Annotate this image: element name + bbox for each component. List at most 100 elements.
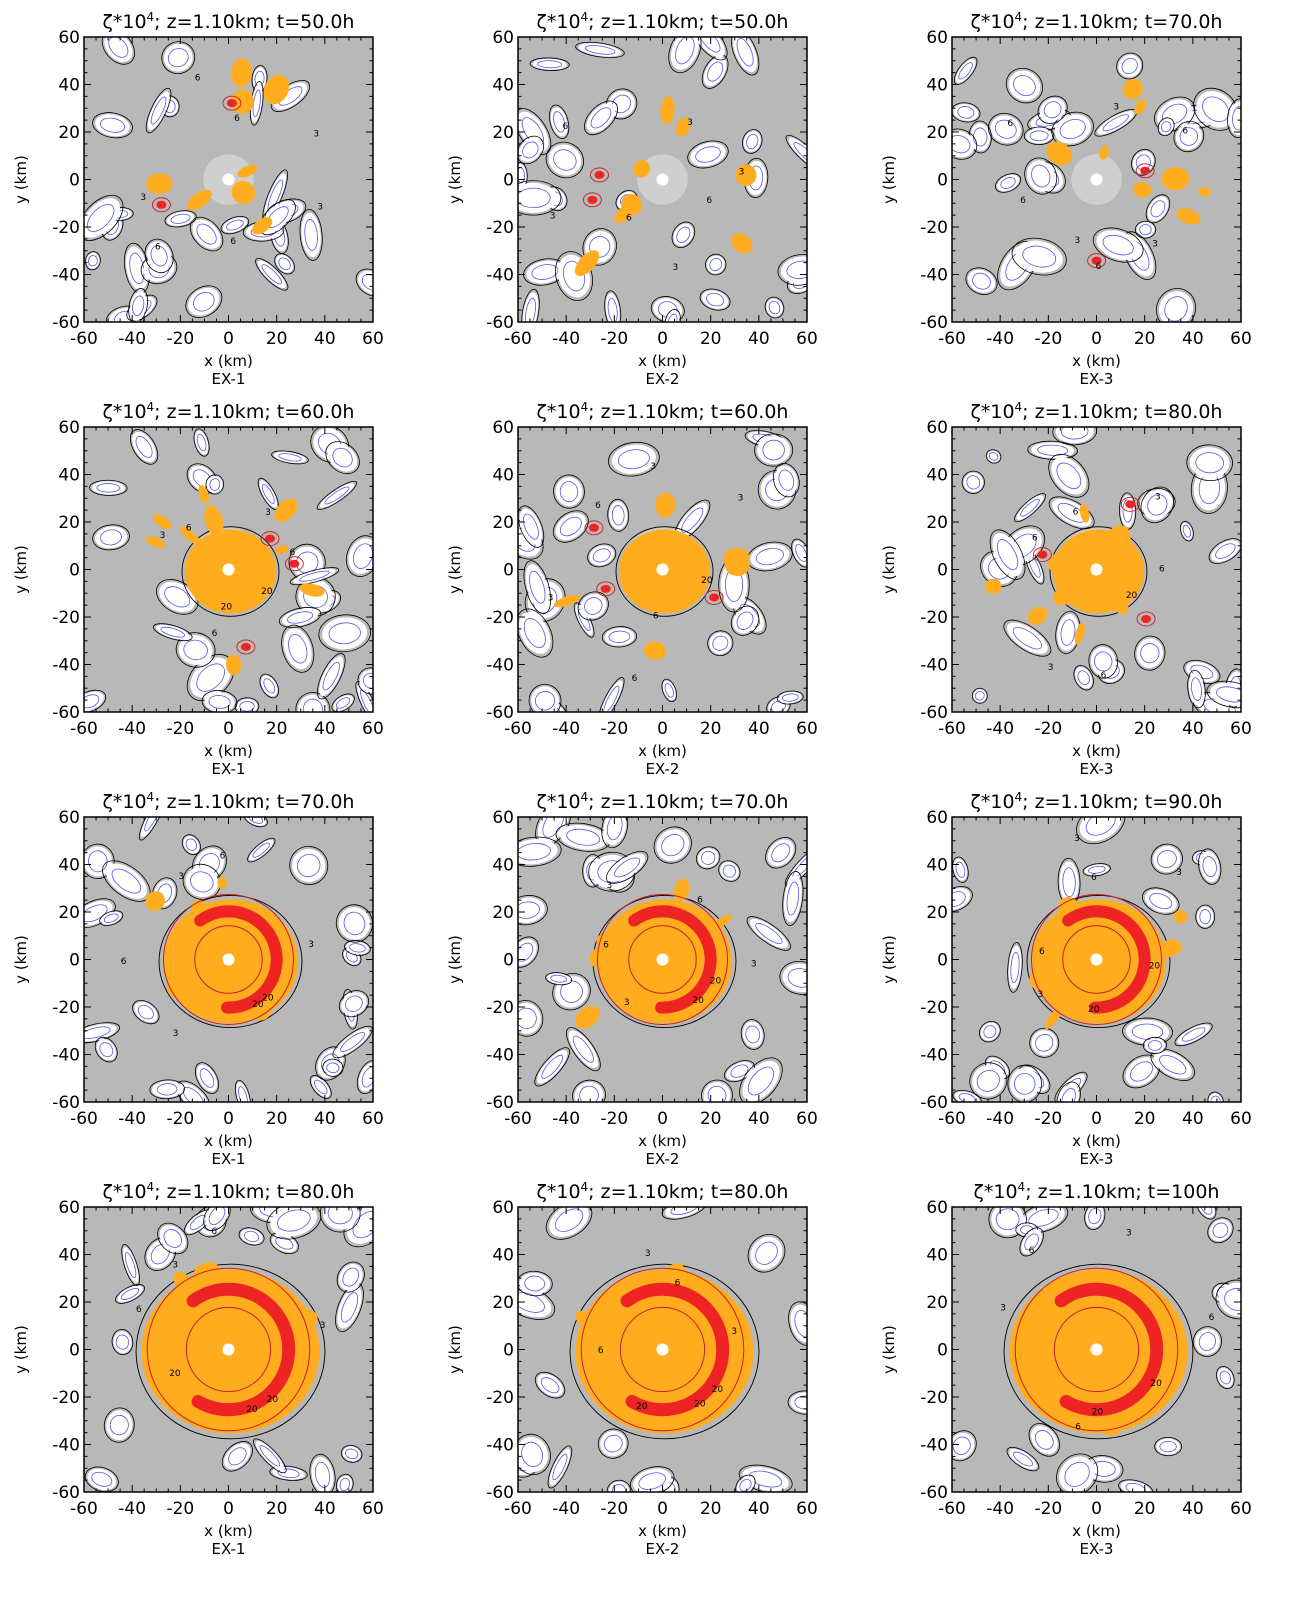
red-contour	[194, 925, 263, 994]
contour-label: 6	[121, 957, 127, 967]
contour-label: 6	[632, 674, 638, 684]
x-axis-label: x (km)	[1072, 352, 1121, 370]
blue-contour	[1139, 224, 1152, 236]
blue-contour	[322, 661, 340, 691]
blue-contour	[1129, 1061, 1154, 1082]
black-contour	[1048, 496, 1095, 530]
black-contour	[238, 1227, 265, 1246]
black-contour	[952, 128, 978, 160]
y-tick-label: 40	[492, 856, 514, 876]
x-tick-label: -40	[118, 719, 146, 739]
y-tick-label: -40	[52, 656, 80, 676]
positive-vorticity-patch	[706, 914, 733, 933]
black-contour	[89, 479, 128, 496]
panel-title: ζ*104; z=1.10km; t=70.0h	[103, 790, 355, 813]
negative-vorticity-patch	[155, 624, 190, 640]
blue-contour	[1022, 245, 1057, 268]
red-contour	[590, 167, 609, 183]
blue-contour	[1216, 686, 1241, 703]
negative-vorticity-patch	[750, 543, 790, 570]
black-contour	[653, 826, 692, 864]
blue-contour	[299, 570, 330, 582]
y-tick-label: 0	[503, 171, 514, 191]
x-tick-label: 40	[314, 1109, 336, 1129]
positive-vorticity-patch	[710, 1393, 729, 1411]
y-tick-label: -60	[920, 703, 948, 723]
negative-vorticity-patch	[662, 680, 676, 701]
negative-vorticity-patch	[792, 540, 807, 566]
black-contour	[115, 1284, 145, 1304]
red-contour	[1062, 925, 1131, 994]
blue-contour	[706, 292, 725, 307]
negative-vorticity-patch	[255, 1441, 285, 1471]
positive-vorticity-patch	[620, 193, 643, 216]
black-contour	[518, 135, 545, 165]
blue-contour	[781, 693, 799, 702]
negative-vorticity-patch	[84, 198, 121, 238]
negative-vorticity-patch	[526, 260, 564, 284]
blue-contour	[958, 1093, 976, 1102]
positive-vorticity-patch	[179, 526, 202, 546]
y-tick-label: -40	[486, 266, 514, 286]
contour-label: 6	[563, 122, 569, 132]
black-contour	[555, 251, 593, 301]
black-contour	[782, 871, 804, 927]
black-contour	[1157, 117, 1175, 137]
positive-vorticity-patch	[231, 89, 254, 115]
y-tick-label: -20	[486, 998, 514, 1018]
blue-contour	[525, 297, 536, 322]
negative-vorticity-patch	[1196, 90, 1235, 128]
blue-contour	[302, 698, 323, 712]
negative-vorticity-patch	[245, 817, 266, 826]
negative-vorticity-patch	[259, 480, 278, 508]
blue-contour	[199, 1068, 215, 1088]
x-tick-label: -40	[986, 329, 1014, 349]
negative-vorticity-patch	[264, 173, 286, 218]
black-contour	[740, 1019, 765, 1050]
negative-vorticity-patch	[117, 1285, 143, 1303]
black-contour	[1019, 1227, 1044, 1257]
contour-label: 3	[1074, 236, 1080, 246]
positive-vorticity-patch	[623, 1363, 645, 1385]
y-axis-label: y (km)	[446, 935, 464, 984]
negative-vorticity-patch	[84, 1023, 117, 1042]
positive-vorticity-patch	[145, 891, 166, 911]
negative-vorticity-patch	[271, 1234, 297, 1253]
black-contour	[788, 1301, 807, 1346]
y-tick-label: -40	[486, 1046, 514, 1066]
blue-contour	[952, 134, 971, 154]
y-tick-label: 20	[58, 903, 80, 923]
black-contour	[601, 626, 638, 648]
y-tick-label: -20	[52, 218, 80, 238]
blue-contour	[663, 1482, 676, 1492]
black-contour	[221, 1441, 253, 1472]
blue-contour	[259, 1445, 281, 1467]
red-shading-patch	[156, 200, 167, 209]
y-tick-label: 40	[926, 856, 948, 876]
contour-label: 6	[1091, 873, 1097, 883]
x-tick-label: -20	[1034, 1109, 1062, 1129]
x-tick-label: 60	[362, 1499, 384, 1519]
x-tick-label: 60	[796, 329, 818, 349]
negative-vorticity-patch	[257, 260, 286, 289]
negative-vorticity-patch	[733, 608, 757, 634]
black-contour	[604, 290, 622, 322]
black-contour	[1014, 493, 1046, 523]
contour-label: 6	[653, 612, 659, 622]
blue-contour	[1199, 909, 1211, 925]
red-contour	[1030, 893, 1163, 1026]
blue-contour	[1062, 867, 1076, 898]
x-axis-label: x (km)	[638, 742, 687, 760]
x-tick-label: 0	[657, 719, 668, 739]
experiment-label: EX-1	[212, 760, 246, 778]
positive-vorticity-patch	[1174, 909, 1188, 924]
y-tick-label: -20	[486, 608, 514, 628]
black-contour	[299, 209, 323, 261]
blue-contour	[518, 843, 551, 861]
x-tick-label: 0	[657, 1109, 668, 1129]
y-tick-label: -60	[486, 703, 514, 723]
experiment-label: EX-2	[646, 1150, 680, 1168]
x-tick-label: -40	[552, 1109, 580, 1129]
positive-vorticity-patch	[1117, 954, 1145, 963]
blue-contour	[664, 683, 674, 698]
